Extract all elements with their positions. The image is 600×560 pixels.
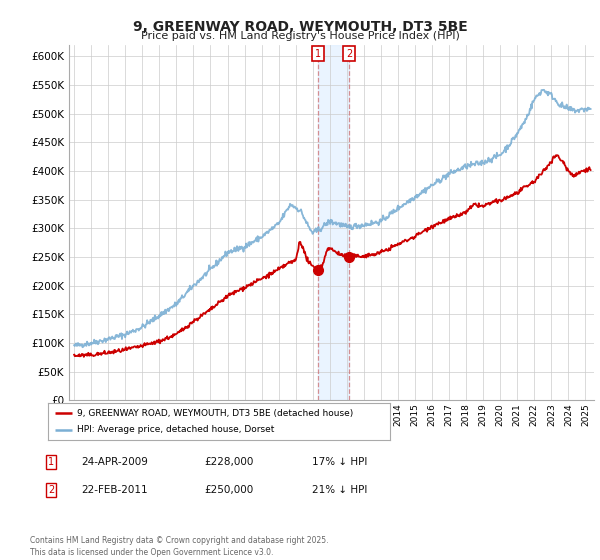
Text: 2: 2 xyxy=(346,49,352,59)
Text: 22-FEB-2011: 22-FEB-2011 xyxy=(81,485,148,495)
Text: 17% ↓ HPI: 17% ↓ HPI xyxy=(312,457,367,467)
Text: 9, GREENWAY ROAD, WEYMOUTH, DT3 5BE (detached house): 9, GREENWAY ROAD, WEYMOUTH, DT3 5BE (det… xyxy=(77,409,353,418)
Text: 24-APR-2009: 24-APR-2009 xyxy=(81,457,148,467)
Text: Contains HM Land Registry data © Crown copyright and database right 2025.
This d: Contains HM Land Registry data © Crown c… xyxy=(30,536,329,557)
Text: 9, GREENWAY ROAD, WEYMOUTH, DT3 5BE: 9, GREENWAY ROAD, WEYMOUTH, DT3 5BE xyxy=(133,20,467,34)
Text: Price paid vs. HM Land Registry's House Price Index (HPI): Price paid vs. HM Land Registry's House … xyxy=(140,31,460,41)
Bar xyxy=(318,45,349,400)
Text: 21% ↓ HPI: 21% ↓ HPI xyxy=(312,485,367,495)
Text: HPI: Average price, detached house, Dorset: HPI: Average price, detached house, Dors… xyxy=(77,425,274,434)
Text: 1: 1 xyxy=(315,49,321,59)
Text: 1: 1 xyxy=(48,457,54,467)
Text: £228,000: £228,000 xyxy=(204,457,253,467)
Text: 2: 2 xyxy=(48,485,54,495)
Text: £250,000: £250,000 xyxy=(204,485,253,495)
